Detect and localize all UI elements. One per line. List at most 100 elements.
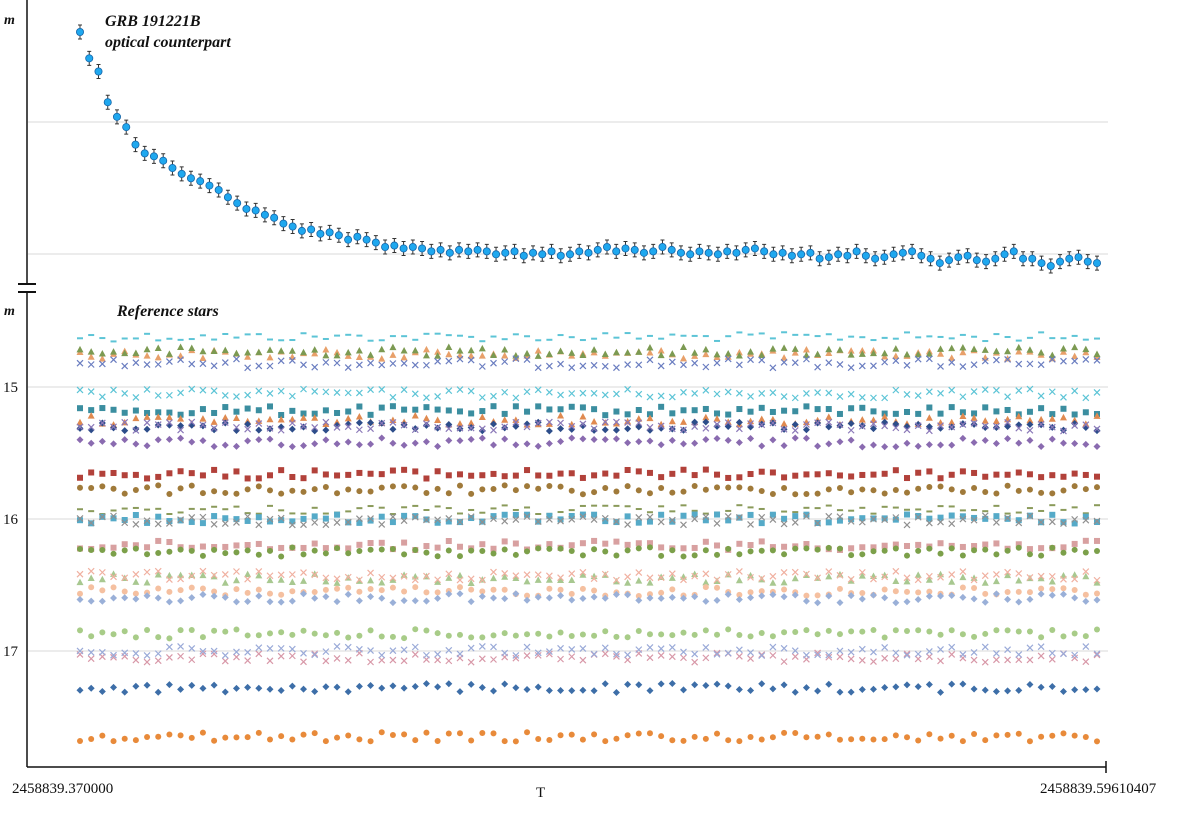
reference-star-point: [1037, 590, 1045, 598]
reference-star-point: [1026, 628, 1033, 635]
reference-star-point: [288, 682, 296, 690]
reference-star-point: [1015, 487, 1022, 494]
reference-star-point: [177, 732, 184, 739]
reference-star-point: [702, 363, 710, 371]
reference-star-point: [221, 651, 229, 659]
reference-star-point: [859, 471, 866, 478]
reference-star-point: [959, 393, 967, 401]
reference-star-point: [110, 421, 118, 428]
reference-star-point: [568, 487, 575, 494]
reference-star-point: [121, 688, 129, 696]
reference-star-point: [591, 587, 598, 594]
reference-star-point: [132, 650, 140, 657]
reference-star-point: [389, 647, 397, 655]
reference-star-point: [557, 644, 564, 652]
reference-star-point: [132, 425, 140, 433]
reference-star-point: [333, 389, 341, 396]
reference-star-point: [188, 514, 196, 521]
reference-star-point: [668, 679, 676, 687]
reference-star-point: [222, 404, 229, 411]
reference-star-point: [356, 547, 363, 554]
reference-star-point: [132, 394, 140, 401]
reference-star-point: [925, 414, 933, 421]
reference-star-point: [177, 422, 185, 430]
reference-star-point: [981, 422, 989, 430]
reference-star-point: [110, 469, 117, 476]
reference-star-point: [244, 425, 252, 433]
reference-star-point: [155, 513, 162, 520]
reference-star-point: [300, 649, 307, 657]
reference-star-point: [322, 632, 329, 639]
reference-star-point: [289, 518, 296, 525]
reference-star-point: [1071, 343, 1079, 351]
reference-star-point: [255, 426, 263, 434]
reference-star-point: [389, 513, 397, 521]
reference-star-point: [646, 540, 653, 547]
reference-star-point: [356, 519, 363, 526]
reference-star-point: [210, 387, 218, 395]
reference-star-point: [468, 634, 475, 641]
reference-star-point: [199, 552, 206, 559]
reference-star-point: [155, 482, 162, 489]
reference-star-point: [501, 473, 508, 480]
reference-star-point: [992, 347, 1000, 355]
reference-star-point: [188, 584, 195, 591]
grb-data-point: [159, 156, 168, 165]
reference-star-point: [948, 643, 956, 651]
reference-star-point: [836, 736, 843, 743]
reference-star-point: [512, 394, 520, 402]
reference-star-point: [747, 485, 754, 492]
reference-star-point: [736, 551, 743, 558]
reference-star-point: [1071, 411, 1078, 418]
reference-star-point: [199, 684, 207, 692]
reference-star-point: [389, 633, 396, 640]
reference-star-point: [266, 362, 274, 370]
reference-star-point: [367, 419, 375, 427]
reference-star-point: [333, 418, 341, 426]
reference-star-point: [1060, 487, 1067, 494]
reference-star-point: [143, 425, 151, 433]
reference-star-point: [825, 653, 833, 661]
reference-star-point: [76, 345, 84, 353]
reference-star-point: [524, 511, 531, 518]
grb-data-point: [455, 245, 464, 254]
reference-star-point: [479, 472, 486, 479]
reference-star-point: [98, 597, 106, 605]
reference-star-point: [1082, 733, 1089, 740]
reference-star-point: [322, 418, 330, 426]
reference-star-point: [680, 654, 687, 662]
reference-star-point: [345, 634, 352, 641]
reference-star-point: [1037, 349, 1045, 356]
grb-data-point: [797, 250, 806, 259]
reference-star-point: [870, 736, 877, 743]
reference-star-point: [322, 657, 330, 665]
reference-star-point: [601, 418, 609, 426]
reference-star-point: [300, 521, 307, 529]
reference-star-point: [478, 363, 486, 370]
reference-star-point: [613, 488, 620, 495]
reference-star-point: [244, 486, 251, 493]
reference-star-point: [77, 546, 83, 553]
reference-star-point: [814, 733, 821, 740]
reference-star-point: [970, 685, 978, 693]
reference-star-point: [199, 647, 207, 655]
reference-star-point: [713, 422, 721, 430]
reference-star-point: [981, 346, 989, 353]
reference-star-point: [523, 596, 531, 604]
reference-star-point: [77, 590, 83, 597]
reference-star-point: [781, 474, 788, 481]
grb-data-point: [288, 222, 297, 231]
reference-star-point: [468, 410, 475, 417]
reference-star-point: [926, 731, 933, 738]
grb-data-point: [769, 250, 778, 259]
reference-star-point: [601, 570, 609, 578]
reference-star-point: [926, 404, 933, 411]
reference-star-point: [1094, 626, 1100, 633]
reference-star-point: [77, 405, 83, 412]
reference-star-point: [210, 418, 218, 425]
reference-star-point: [691, 681, 699, 689]
reference-star-point: [1071, 520, 1078, 527]
reference-star-point: [255, 644, 263, 652]
reference-star-point: [1038, 405, 1045, 412]
reference-star-point: [155, 733, 162, 740]
